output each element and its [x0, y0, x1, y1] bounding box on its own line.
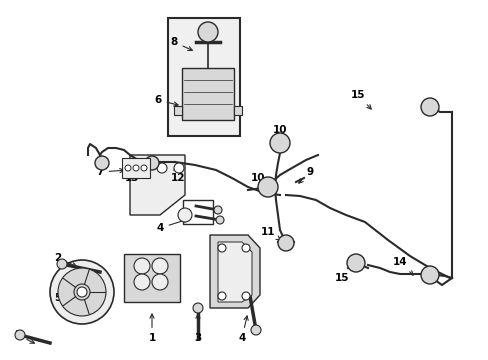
Circle shape: [250, 325, 261, 335]
Circle shape: [178, 208, 192, 222]
Text: 4: 4: [238, 316, 248, 343]
Circle shape: [134, 258, 150, 274]
Circle shape: [278, 235, 293, 251]
Circle shape: [420, 98, 438, 116]
Text: 15: 15: [350, 90, 370, 109]
Circle shape: [258, 177, 278, 197]
Bar: [168, 18, 240, 136]
Circle shape: [50, 260, 114, 324]
Text: 9: 9: [298, 167, 313, 183]
Text: 8: 8: [170, 37, 192, 50]
Circle shape: [346, 254, 364, 272]
Circle shape: [242, 244, 249, 252]
Circle shape: [269, 133, 289, 153]
Circle shape: [134, 274, 150, 290]
Bar: [234, 106, 242, 115]
Circle shape: [198, 22, 218, 42]
Circle shape: [77, 287, 87, 297]
Circle shape: [218, 244, 225, 252]
Circle shape: [193, 303, 203, 313]
Bar: [182, 68, 234, 120]
Circle shape: [57, 259, 67, 269]
Circle shape: [218, 292, 225, 300]
Text: 3: 3: [194, 314, 201, 343]
Text: 12: 12: [170, 166, 185, 183]
Circle shape: [74, 284, 90, 300]
Circle shape: [15, 330, 25, 340]
Circle shape: [152, 274, 168, 290]
Text: 10: 10: [250, 173, 272, 184]
Text: 11: 11: [260, 227, 280, 240]
Circle shape: [58, 268, 106, 316]
Circle shape: [145, 156, 159, 170]
Circle shape: [216, 216, 224, 224]
Polygon shape: [124, 254, 180, 302]
Circle shape: [420, 266, 438, 284]
Circle shape: [125, 165, 131, 171]
Text: 1: 1: [148, 314, 155, 343]
Text: 13: 13: [124, 165, 148, 183]
Circle shape: [174, 163, 183, 173]
Circle shape: [133, 165, 139, 171]
Bar: [174, 106, 182, 115]
Polygon shape: [218, 242, 251, 302]
Circle shape: [214, 206, 222, 214]
Circle shape: [152, 258, 168, 274]
Text: 2: 2: [54, 253, 76, 266]
Circle shape: [242, 292, 249, 300]
Polygon shape: [130, 155, 184, 215]
Text: 10: 10: [272, 125, 286, 144]
Circle shape: [140, 163, 150, 173]
Circle shape: [95, 156, 109, 170]
Text: 6: 6: [154, 95, 178, 106]
Text: 15: 15: [334, 267, 354, 283]
Text: 7: 7: [96, 167, 124, 177]
Bar: [122, 158, 150, 178]
Text: 14: 14: [392, 257, 412, 275]
Circle shape: [157, 163, 167, 173]
Circle shape: [141, 165, 147, 171]
Bar: [183, 200, 213, 224]
Text: 5: 5: [54, 293, 78, 303]
Text: 2: 2: [14, 330, 34, 343]
Text: 4: 4: [156, 219, 188, 233]
Polygon shape: [209, 235, 260, 308]
